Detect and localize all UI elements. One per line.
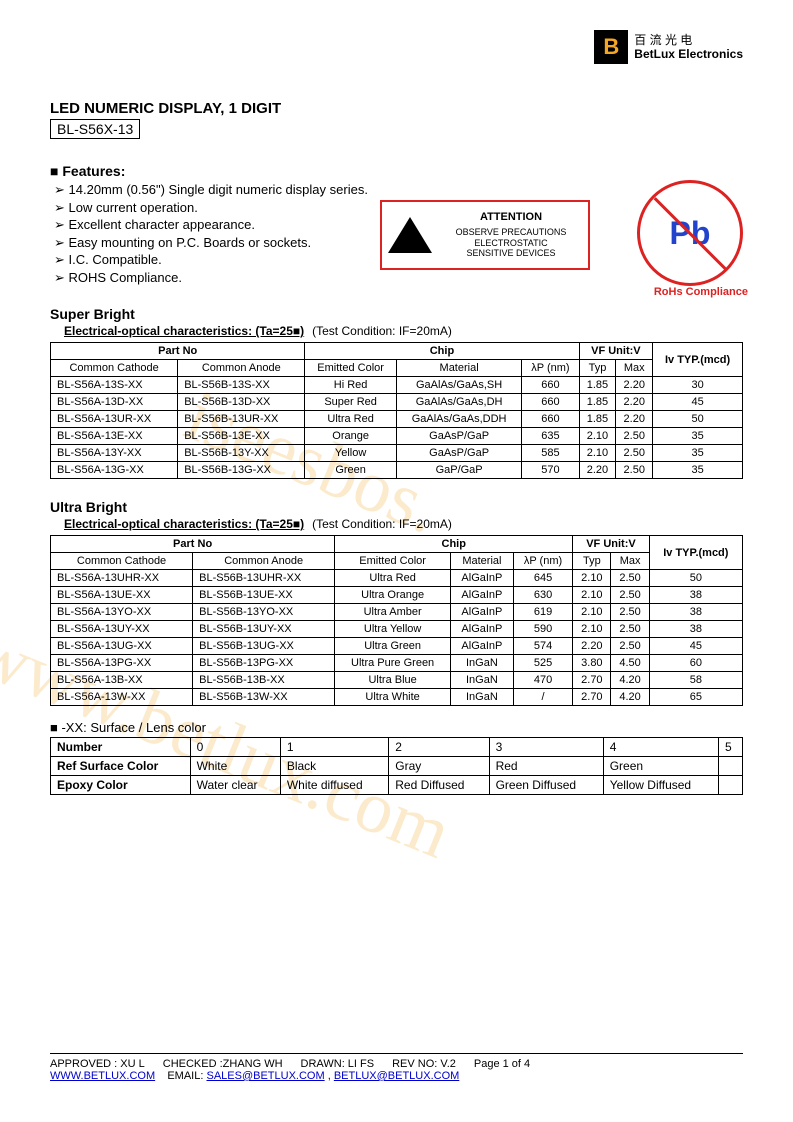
table-row: Epoxy ColorWater clearWhite diffusedRed …	[51, 776, 743, 795]
rohs-badge: Pb	[637, 180, 743, 286]
esd-icon	[388, 217, 432, 253]
table-row: BL-S56A-13W-XXBL-S56B-13W-XXUltra WhiteI…	[51, 689, 743, 706]
model-number: BL-S56X-13	[50, 119, 140, 139]
footer-approved: APPROVED : XU L	[50, 1058, 145, 1070]
logo-icon: B	[594, 30, 628, 64]
logo-cn: 百 流 光 电	[634, 33, 743, 47]
features-heading: Features:	[50, 163, 743, 179]
table-row: BL-S56A-13UG-XXBL-S56B-13UG-XXUltra Gree…	[51, 638, 743, 655]
table-super-bright: Part NoChipVF Unit:VIv TYP.(mcd)Common C…	[50, 342, 743, 479]
esd-warning: ATTENTION OBSERVE PRECAUTIONS ELECTROSTA…	[380, 200, 590, 270]
s2-condition: (Test Condition: IF=20mA)	[312, 517, 452, 531]
table-row: BL-S56A-13G-XXBL-S56B-13G-XXGreenGaP/GaP…	[51, 462, 743, 479]
footer-email2[interactable]: BETLUX@BETLUX.COM	[334, 1070, 459, 1082]
footer-rev: REV NO: V.2	[392, 1058, 456, 1070]
footer-email1[interactable]: SALES@BETLUX.COM	[206, 1070, 324, 1082]
section-ultra-bright: Ultra Bright	[50, 499, 743, 515]
table-row: BL-S56A-13UY-XXBL-S56B-13UY-XXUltra Yell…	[51, 621, 743, 638]
table-row: BL-S56A-13UE-XXBL-S56B-13UE-XXUltra Oran…	[51, 587, 743, 604]
table-row: BL-S56A-13UR-XXBL-S56B-13UR-XXUltra RedG…	[51, 411, 743, 428]
lens-heading: -XX: Surface / Lens color	[50, 720, 743, 735]
s1-subheading: Electrical-optical characteristics: (Ta=…	[64, 324, 304, 338]
table-ultra-bright: Part NoChipVF Unit:VIv TYP.(mcd)Common C…	[50, 535, 743, 706]
rohs-label: RoHs Compliance	[654, 286, 748, 298]
footer-url[interactable]: WWW.BETLUX.COM	[50, 1070, 155, 1082]
table-row: BL-S56A-13D-XXBL-S56B-13D-XXSuper RedGaA…	[51, 394, 743, 411]
table-row: Ref Surface ColorWhiteBlackGrayRedGreen	[51, 757, 743, 776]
feature-item: ROHS Compliance.	[54, 269, 743, 287]
table-lens: Number012345Ref Surface ColorWhiteBlackG…	[50, 737, 743, 795]
page-footer: APPROVED : XU L CHECKED :ZHANG WH DRAWN:…	[50, 1049, 743, 1082]
company-logo: B 百 流 光 电 BetLux Electronics	[594, 30, 743, 64]
table-row: BL-S56A-13B-XXBL-S56B-13B-XXUltra BlueIn…	[51, 672, 743, 689]
table-row: BL-S56A-13PG-XXBL-S56B-13PG-XXUltra Pure…	[51, 655, 743, 672]
s1-condition: (Test Condition: IF=20mA)	[312, 324, 452, 338]
page-title: LED NUMERIC DISPLAY, 1 DIGIT	[50, 100, 743, 117]
footer-checked: CHECKED :ZHANG WH	[163, 1058, 283, 1070]
logo-en: BetLux Electronics	[634, 47, 743, 61]
feature-item: 14.20mm (0.56") Single digit numeric dis…	[54, 181, 743, 199]
table-row: BL-S56A-13E-XXBL-S56B-13E-XXOrangeGaAsP/…	[51, 428, 743, 445]
section-super-bright: Super Bright	[50, 306, 743, 322]
table-row: BL-S56A-13S-XXBL-S56B-13S-XXHi RedGaAlAs…	[51, 377, 743, 394]
table-row: BL-S56A-13Y-XXBL-S56B-13Y-XXYellowGaAsP/…	[51, 445, 743, 462]
table-row: BL-S56A-13UHR-XXBL-S56B-13UHR-XXUltra Re…	[51, 570, 743, 587]
table-row: BL-S56A-13YO-XXBL-S56B-13YO-XXUltra Ambe…	[51, 604, 743, 621]
s2-subheading: Electrical-optical characteristics: (Ta=…	[64, 517, 304, 531]
footer-page: Page 1 of 4	[474, 1058, 530, 1070]
table-row: Number012345	[51, 738, 743, 757]
footer-drawn: DRAWN: LI FS	[301, 1058, 375, 1070]
